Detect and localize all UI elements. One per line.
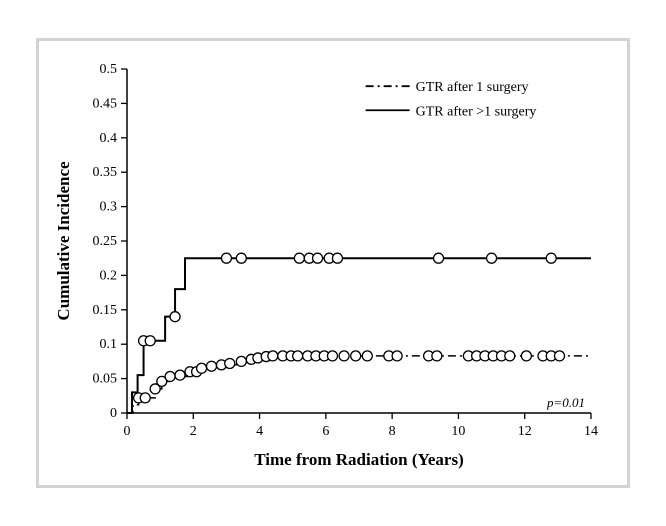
censor-marker [351, 351, 361, 361]
censor-marker [197, 363, 207, 373]
censor-marker [313, 253, 323, 263]
x-tick-label: 10 [451, 424, 465, 439]
censor-marker [392, 351, 402, 361]
legend-label: GTR after >1 surgery [416, 104, 537, 119]
censor-marker [268, 351, 278, 361]
series-gtr-gt1 [127, 258, 591, 413]
censor-marker [225, 358, 235, 368]
censor-marker [170, 312, 180, 322]
y-tick-label: 0 [110, 406, 117, 421]
y-tick-label: 0.4 [100, 131, 118, 146]
censor-marker [434, 253, 444, 263]
p-value: p=0.01 [546, 395, 585, 410]
censor-marker [236, 253, 246, 263]
y-tick-label: 0.1 [100, 337, 118, 352]
x-tick-label: 14 [584, 424, 598, 439]
y-tick-label: 0.3 [100, 200, 118, 215]
censor-marker [505, 351, 515, 361]
censor-marker [221, 253, 231, 263]
censor-marker [555, 351, 565, 361]
x-tick-label: 4 [256, 424, 263, 439]
x-tick-label: 8 [389, 424, 396, 439]
censor-marker [165, 372, 175, 382]
series-gtr-1 [127, 356, 591, 413]
censor-marker [327, 351, 337, 361]
y-tick-label: 0.2 [100, 268, 118, 283]
x-tick-label: 12 [518, 424, 532, 439]
x-tick-label: 0 [124, 424, 131, 439]
y-tick-label: 0.15 [93, 303, 118, 318]
censor-marker [175, 370, 185, 380]
y-tick-label: 0.35 [93, 165, 118, 180]
censor-marker [487, 253, 497, 263]
censor-marker [140, 393, 150, 403]
censor-marker [207, 361, 217, 371]
censor-marker [362, 351, 372, 361]
censor-marker [236, 356, 246, 366]
y-tick-label: 0.45 [93, 96, 118, 111]
censor-marker [293, 351, 303, 361]
x-axis-label: Time from Radiation (Years) [254, 450, 464, 469]
y-tick-label: 0.5 [100, 62, 118, 77]
chart-frame: 0 0.05 0.1 0.15 0.2 0.25 0.3 0.35 0.4 0.45 0.5 0 2 4 6… [36, 38, 630, 488]
x-tick-label: 6 [322, 424, 329, 439]
censor-marker [432, 351, 442, 361]
censor-marker [546, 253, 556, 263]
y-tick-label: 0.25 [93, 234, 118, 249]
y-tick-label: 0.05 [93, 372, 118, 387]
censor-marker [339, 351, 349, 361]
censor-marker [145, 336, 155, 346]
ci-chart: 0 0.05 0.1 0.15 0.2 0.25 0.3 0.35 0.4 0.45 0.5 0 2 4 6… [51, 53, 611, 473]
censor-marker [294, 253, 304, 263]
censor-marker [332, 253, 342, 263]
legend-label: GTR after 1 surgery [416, 80, 529, 95]
y-axis-label: Cumulative Incidence [54, 161, 73, 321]
censor-marker [521, 351, 531, 361]
x-tick-label: 2 [190, 424, 197, 439]
